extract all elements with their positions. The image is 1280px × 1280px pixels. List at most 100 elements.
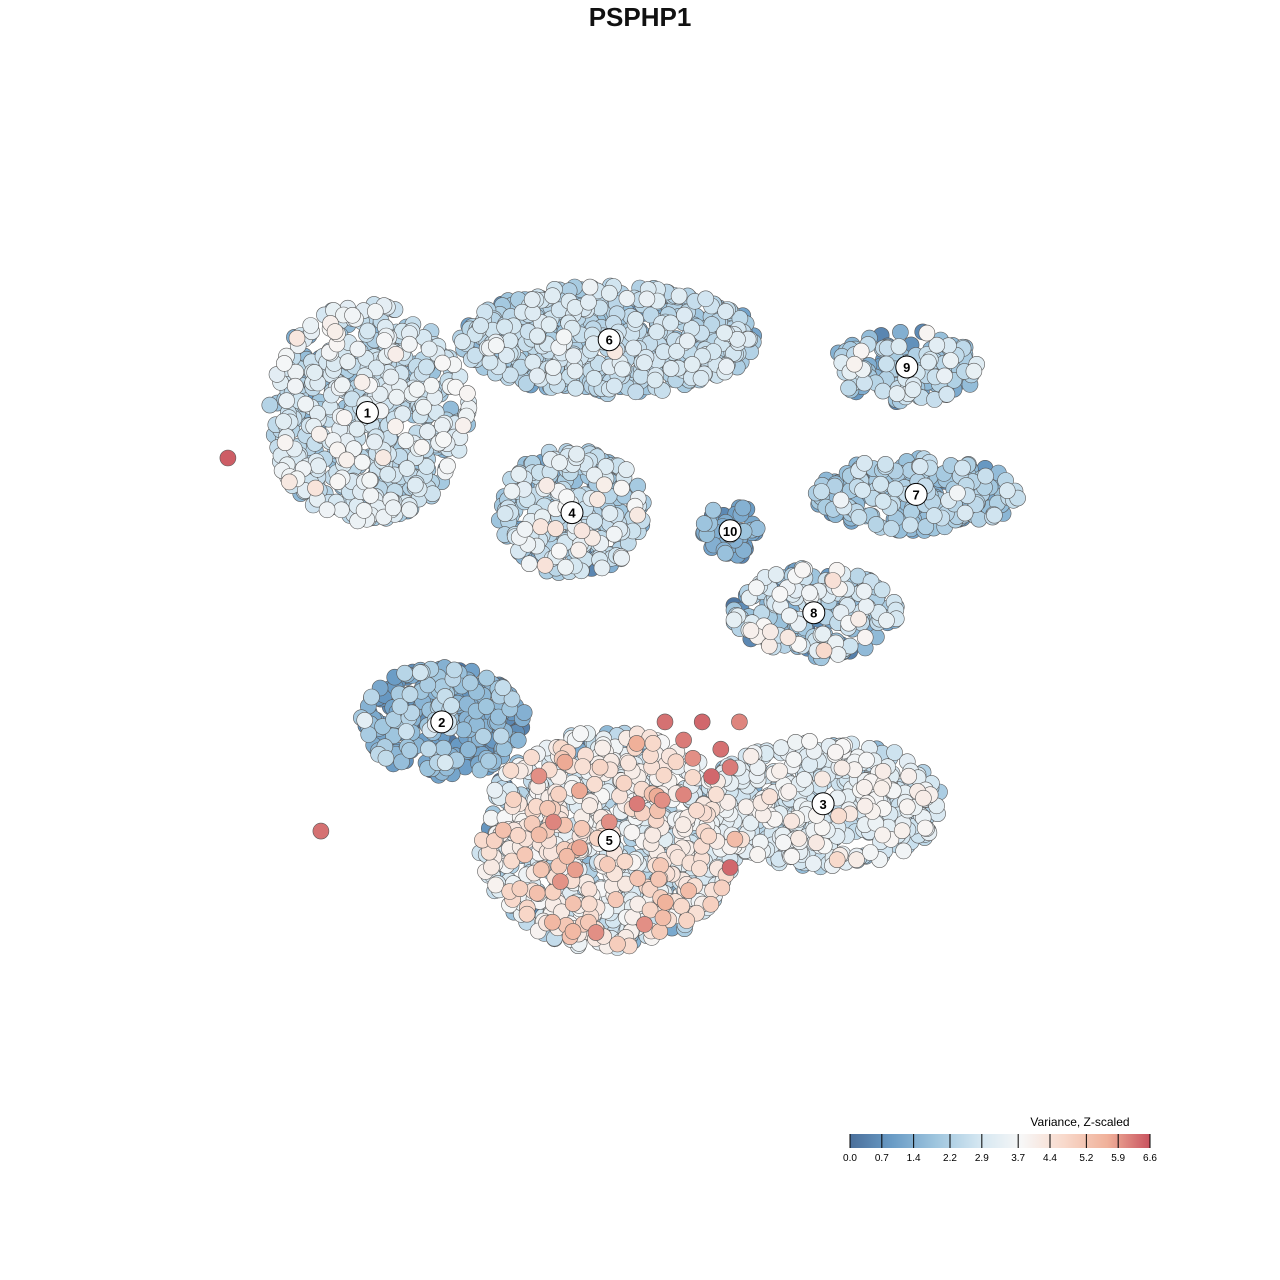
data-point <box>900 767 918 785</box>
data-point <box>400 335 418 353</box>
data-point <box>335 409 353 427</box>
data-point <box>888 385 906 403</box>
data-point <box>654 909 672 927</box>
data-point <box>278 392 295 410</box>
data-point <box>415 398 432 416</box>
data-point <box>570 541 588 559</box>
data-point <box>555 328 573 346</box>
data-point <box>783 848 801 865</box>
data-point <box>655 766 673 784</box>
data-point <box>942 352 959 369</box>
data-point <box>503 690 521 708</box>
data-point <box>702 895 720 913</box>
data-point <box>545 813 562 831</box>
data-point <box>620 754 637 772</box>
data-point <box>693 713 711 731</box>
data-point <box>874 492 892 510</box>
cluster-label: 6 <box>597 328 621 352</box>
data-point <box>848 851 865 869</box>
data-point <box>550 785 568 803</box>
data-point <box>893 822 911 840</box>
data-point <box>684 749 702 767</box>
data-point <box>312 822 330 840</box>
data-point <box>310 457 327 475</box>
data-point <box>581 797 598 815</box>
data-point <box>700 827 717 845</box>
data-point <box>874 826 891 844</box>
data-point <box>571 839 588 857</box>
data-point <box>544 913 561 931</box>
data-point <box>480 752 498 770</box>
data-point <box>646 371 664 389</box>
data-point <box>551 454 568 472</box>
data-point <box>616 853 634 870</box>
data-point <box>339 353 357 371</box>
data-point <box>366 433 383 451</box>
data-point <box>435 739 452 757</box>
data-point <box>509 731 527 749</box>
cluster-label-text: 10 <box>723 524 737 539</box>
data-point <box>749 846 767 863</box>
data-point <box>605 525 623 543</box>
data-point <box>396 664 414 682</box>
data-point <box>615 774 633 792</box>
data-point <box>587 924 605 941</box>
cluster-label: 1 <box>355 401 379 424</box>
data-point <box>523 749 540 766</box>
data-point <box>318 501 336 519</box>
data-point <box>601 505 619 522</box>
data-point <box>572 725 589 743</box>
data-point <box>761 788 779 806</box>
data-point <box>600 813 618 831</box>
data-point <box>861 844 879 861</box>
data-point <box>333 376 351 394</box>
cluster-label: 3 <box>811 792 835 816</box>
data-point <box>874 382 892 400</box>
data-point <box>353 373 371 391</box>
data-point <box>986 506 1003 524</box>
data-point <box>326 323 344 340</box>
data-point <box>670 287 688 305</box>
data-point <box>697 290 715 308</box>
data-point <box>977 467 994 485</box>
data-point <box>833 759 851 777</box>
data-point <box>827 743 844 761</box>
data-point <box>547 520 564 537</box>
data-point <box>366 303 384 320</box>
data-point <box>436 754 454 772</box>
data-point <box>676 306 693 324</box>
data-point <box>384 499 402 517</box>
data-point <box>856 629 874 646</box>
data-point <box>518 905 536 923</box>
data-point <box>595 476 613 494</box>
data-point <box>856 779 873 796</box>
data-point <box>565 347 582 365</box>
colorbar-tick-label: 2.2 <box>943 1153 957 1164</box>
data-point <box>628 735 646 752</box>
data-point <box>742 747 760 765</box>
data-point <box>586 775 603 793</box>
data-point <box>832 491 850 509</box>
data-point <box>494 679 512 697</box>
data-point <box>459 385 476 402</box>
data-point <box>434 354 451 372</box>
data-point <box>783 812 800 830</box>
data-point <box>895 842 912 860</box>
data-point <box>486 781 504 799</box>
data-point <box>644 826 662 844</box>
data-point <box>528 884 546 902</box>
data-point <box>815 642 833 659</box>
data-point <box>915 789 932 807</box>
data-point <box>297 395 314 413</box>
data-point <box>557 558 574 576</box>
data-point <box>956 504 974 522</box>
data-point <box>478 669 495 687</box>
data-point <box>830 807 848 825</box>
data-point <box>734 499 752 517</box>
data-point <box>623 824 641 841</box>
data-point <box>644 734 662 752</box>
data-point <box>726 830 744 848</box>
data-point <box>877 455 894 473</box>
data-point <box>496 318 513 336</box>
data-point <box>638 290 656 308</box>
